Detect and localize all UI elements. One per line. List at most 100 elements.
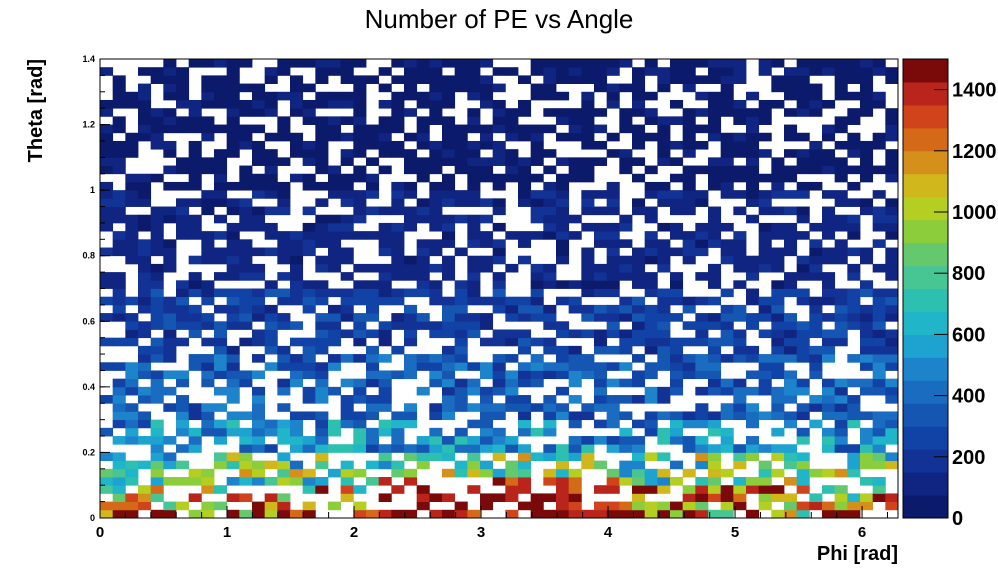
palette-step: [903, 449, 948, 473]
heatmap-cell: [606, 83, 620, 93]
heatmap-cell: [834, 427, 848, 437]
heatmap-cell: [302, 83, 316, 93]
heatmap-cell: [480, 59, 494, 68]
heatmap-cell: [594, 460, 608, 470]
heatmap-cell: [378, 493, 392, 503]
heatmap-cell: [163, 83, 177, 93]
heatmap-cell: [391, 75, 405, 84]
heatmap-cell: [695, 296, 709, 306]
heatmap-cell: [834, 304, 848, 314]
heatmap-cell: [720, 165, 734, 175]
heatmap-cell: [670, 247, 684, 257]
heatmap-cell: [581, 165, 595, 175]
heatmap-cell: [657, 386, 671, 396]
heatmap-cell: [315, 280, 329, 289]
heatmap-cell: [518, 99, 532, 109]
heatmap-cell: [543, 181, 557, 191]
heatmap-cell: [695, 321, 709, 330]
heatmap-cell: [606, 231, 620, 240]
heatmap-cell: [809, 272, 823, 281]
heatmap-cell: [302, 239, 316, 248]
heatmap-cell: [872, 59, 886, 68]
heatmap-cell: [264, 67, 278, 76]
heatmap-cell: [188, 165, 202, 175]
heatmap-cell: [543, 509, 557, 519]
heatmap-cell: [239, 321, 253, 330]
heatmap-cell: [138, 222, 152, 232]
heatmap-cell: [150, 509, 164, 519]
heatmap-cell: [404, 509, 418, 519]
heatmap-cell: [885, 124, 899, 134]
heatmap-cell: [290, 460, 304, 470]
heatmap-cell: [302, 59, 316, 68]
heatmap-cell: [163, 304, 177, 314]
heatmap-cell: [581, 140, 595, 150]
heatmap-cell: [885, 501, 899, 511]
heatmap-cell: [290, 280, 304, 289]
heatmap-cell: [492, 329, 506, 339]
heatmap-cell: [505, 116, 519, 125]
heatmap-cell: [720, 91, 734, 101]
heatmap-cell: [112, 190, 126, 199]
heatmap-cell: [720, 444, 734, 453]
heatmap-cell: [391, 436, 405, 445]
heatmap-cell: [290, 239, 304, 248]
heatmap-cell: [581, 329, 595, 339]
heatmap-cell: [429, 91, 443, 101]
heatmap-cell: [404, 83, 418, 93]
heatmap-cell: [176, 280, 190, 289]
heatmap-cell: [796, 296, 810, 306]
heatmap-cell: [290, 296, 304, 306]
heatmap-cell: [353, 329, 367, 339]
heatmap-cell: [125, 313, 139, 322]
heatmap-cell: [682, 108, 696, 117]
heatmap-cell: [606, 304, 620, 314]
heatmap-cell: [784, 493, 798, 503]
heatmap-cell: [442, 345, 456, 355]
heatmap-cell: [315, 91, 329, 101]
heatmap-cell: [454, 132, 468, 142]
heatmap-cell: [214, 214, 228, 224]
heatmap-cell: [201, 468, 215, 478]
heatmap-cell: [328, 214, 342, 224]
heatmap-cell: [657, 83, 671, 93]
heatmap-cell: [860, 288, 874, 298]
palette-step: [903, 196, 948, 221]
heatmap-cell: [252, 386, 266, 396]
heatmap-cell: [530, 296, 544, 306]
heatmap-cell: [442, 263, 456, 273]
heatmap-cell: [568, 477, 582, 486]
heatmap-cell: [454, 157, 468, 166]
heatmap-cell: [201, 354, 215, 363]
heatmap-cell: [619, 83, 633, 93]
heatmap-cell: [682, 165, 696, 175]
heatmap-cell: [543, 468, 557, 478]
heatmap-cell: [670, 370, 684, 380]
heatmap-cell: [543, 370, 557, 380]
heatmap-cell: [340, 91, 354, 101]
heatmap-cell: [366, 190, 380, 199]
heatmap-cell: [796, 272, 810, 281]
heatmap-cell: [822, 247, 836, 257]
heatmap-cell: [239, 452, 253, 462]
heatmap-cell: [682, 337, 696, 347]
heatmap-cell: [581, 222, 595, 232]
heatmap-cell: [391, 255, 405, 265]
heatmap-cell: [404, 411, 418, 421]
heatmap-cell: [796, 485, 810, 494]
heatmap-cell: [860, 140, 874, 150]
heatmap-cell: [530, 132, 544, 142]
heatmap-cell: [492, 411, 506, 421]
heatmap-cell: [100, 214, 114, 224]
heatmap-cell: [619, 345, 633, 355]
heatmap-cell: [885, 460, 899, 470]
heatmap-cell: [784, 67, 798, 76]
heatmap-cell: [784, 75, 798, 84]
heatmap-cell: [239, 99, 253, 109]
heatmap-cell: [619, 304, 633, 314]
heatmap-cell: [746, 370, 760, 380]
heatmap-cell: [366, 288, 380, 298]
heatmap-cell: [746, 263, 760, 273]
heatmap-cell: [606, 288, 620, 298]
heatmap-cell: [746, 444, 760, 453]
